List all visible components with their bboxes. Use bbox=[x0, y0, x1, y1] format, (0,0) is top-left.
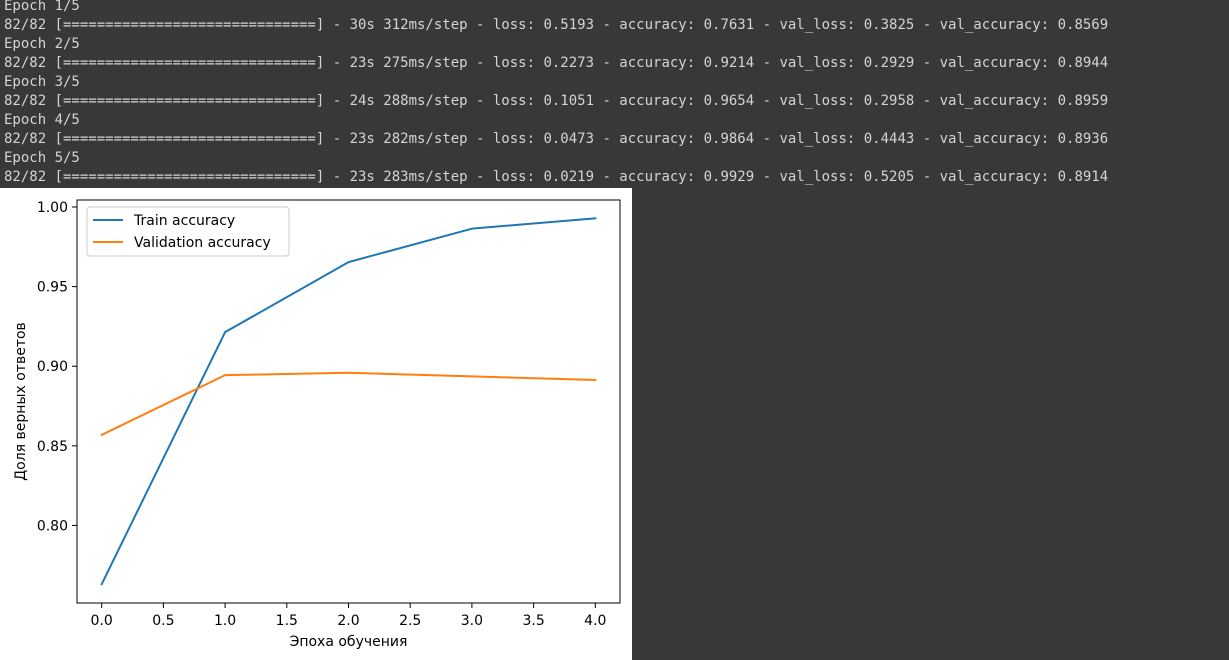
accuracy-plot: 0.0 0.5 1.0 1.5 2.0 2.5 3.0 3.5 4.0 0.80 0.85 0.90… bbox=[0, 188, 632, 660]
x-axis-label: Эпоха обучения bbox=[290, 634, 408, 650]
epoch-header-line: Epoch 2/5 bbox=[4, 36, 80, 52]
x-tick-label: 3.0 bbox=[461, 613, 483, 629]
epoch-header-line: Epoch 3/5 bbox=[4, 74, 80, 90]
epoch-header-line: Epoch 4/5 bbox=[4, 112, 80, 128]
epoch-header-line: Epoch 5/5 bbox=[4, 150, 80, 166]
y-tick-label: 0.90 bbox=[37, 359, 68, 375]
series-line-train bbox=[100, 217, 597, 586]
training-log-output: Epoch 1/5 82/82 [========================… bbox=[4, 0, 1226, 187]
epoch-progress-line: 82/82 [==============================] -… bbox=[4, 131, 1109, 147]
epoch-progress-line: 82/82 [==============================] -… bbox=[4, 169, 1109, 185]
x-tick-label: 4.0 bbox=[584, 613, 606, 629]
epoch-progress-line: 82/82 [==============================] -… bbox=[4, 55, 1109, 71]
y-axis-label: Доля верных ответов bbox=[13, 322, 29, 481]
epoch-progress-line: 82/82 [==============================] -… bbox=[4, 17, 1109, 33]
epoch-header-line: Epoch 1/5 bbox=[4, 0, 80, 14]
accuracy-chart-svg: 0.0 0.5 1.0 1.5 2.0 2.5 3.0 3.5 4.0 0.80 0.85 0.90… bbox=[13, 199, 621, 650]
legend: Train accuracy Validation accuracy bbox=[86, 206, 290, 257]
legend-label-train: Train accuracy bbox=[133, 213, 235, 229]
y-tick-label: 0.85 bbox=[37, 439, 68, 455]
series-line-validation bbox=[100, 371, 597, 437]
x-tick-label: 2.0 bbox=[337, 613, 359, 629]
legend-label-validation: Validation accuracy bbox=[134, 235, 271, 251]
axes-frame bbox=[76, 199, 621, 604]
x-tick-label: 0.5 bbox=[152, 613, 174, 629]
y-tick-label: 1.00 bbox=[37, 200, 68, 216]
y-tick-label: 0.80 bbox=[37, 518, 68, 534]
x-tick-label: 1.5 bbox=[276, 613, 298, 629]
x-tick-label: 3.5 bbox=[522, 613, 544, 629]
x-tick-label: 2.5 bbox=[399, 613, 421, 629]
legend-box bbox=[86, 206, 290, 257]
epoch-progress-line: 82/82 [==============================] -… bbox=[4, 93, 1109, 109]
x-tick-label: 1.0 bbox=[214, 613, 236, 629]
y-tick-label: 0.95 bbox=[37, 280, 68, 296]
x-tick-label: 0.0 bbox=[91, 613, 113, 629]
